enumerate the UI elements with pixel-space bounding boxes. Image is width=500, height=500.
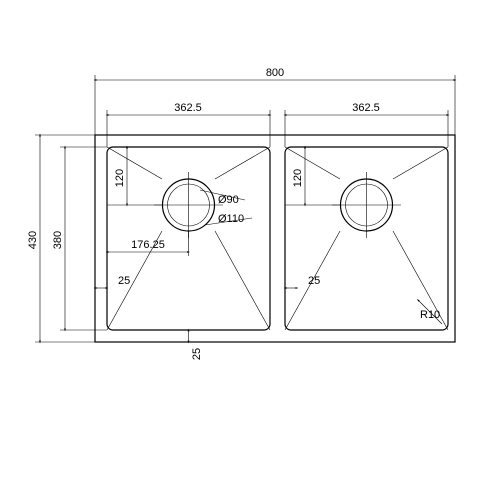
- dim-drain-from-left-label: 176.25: [131, 239, 165, 251]
- dim-drain-top-right-label: 120: [292, 169, 304, 187]
- dim-lip-mid-label: 25: [308, 275, 320, 287]
- dim-bowl-width-right-label: 362.5: [352, 102, 380, 114]
- dim-overall-height-label: 430: [27, 231, 39, 249]
- dim-lip-left-label: 25: [118, 275, 130, 287]
- dim-drain-top-left-label: 120: [114, 169, 126, 187]
- dim-corner-radius-label: R10: [420, 309, 440, 321]
- dim-bowl-height-label: 380: [52, 231, 64, 249]
- dim-lip-bottom-label: 25: [191, 348, 203, 360]
- dim-bowl-width-left-label: 362.5: [174, 102, 202, 114]
- dim-drain-inner-label: Ø90: [218, 194, 239, 206]
- dim-drain-outer-label: Ø110: [218, 213, 244, 225]
- dim-overall-width-label: 800: [266, 67, 284, 79]
